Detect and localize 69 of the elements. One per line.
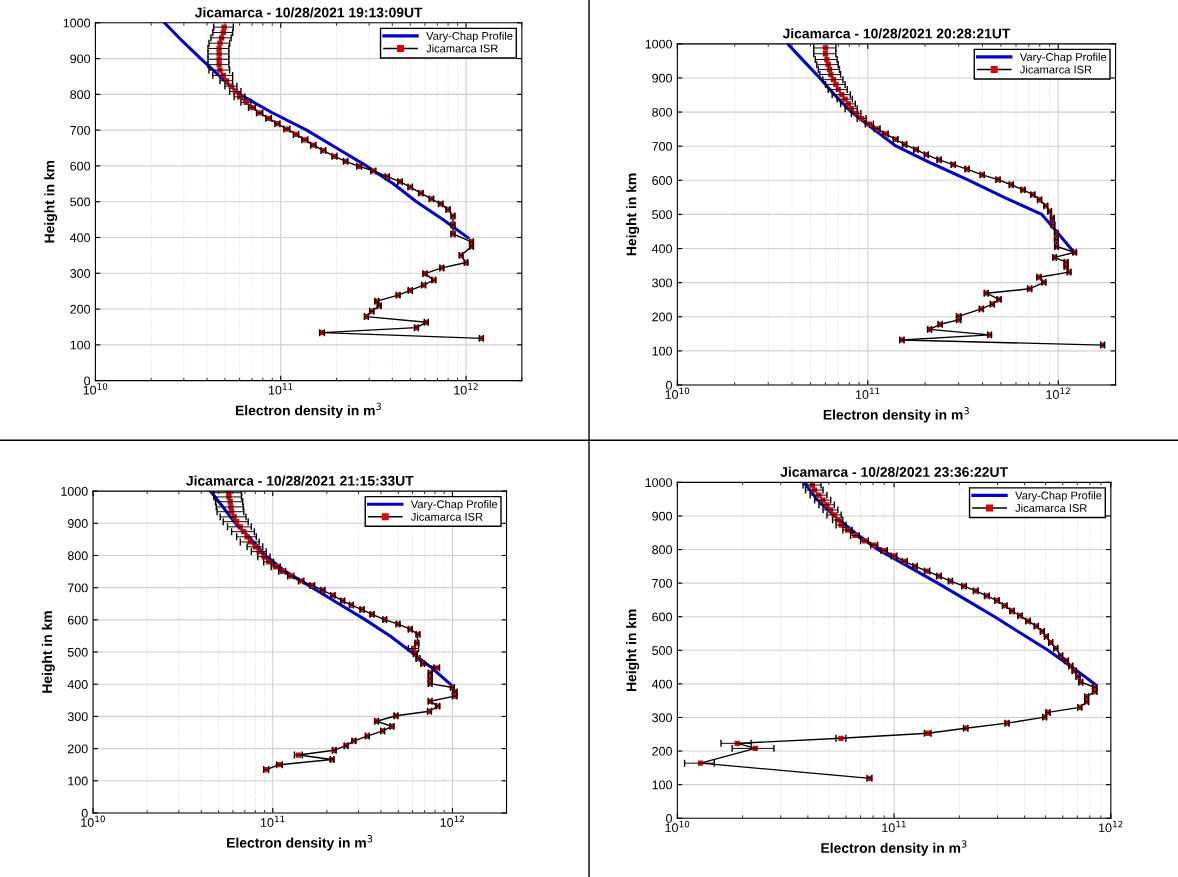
- x-tick-label: 10$^{12}$: [454, 383, 478, 395]
- y-tick-label: 900: [67, 519, 88, 528]
- x-axis-title: Electron density in m$^{3}$: [235, 402, 382, 419]
- y-tick-label: 400: [651, 244, 672, 254]
- y-tick-label: 500: [652, 210, 672, 220]
- y-tick-label: 700: [652, 578, 672, 588]
- y-tick-label: 100: [68, 776, 88, 786]
- y-tick-label: 200: [652, 746, 672, 756]
- y-tick-label: 600: [652, 176, 672, 185]
- y-tick-label: 1000: [645, 478, 672, 487]
- y-tick-label: 800: [652, 545, 672, 555]
- chart-title: Jicamarca - 10/28/2021 21:15:33UT: [186, 475, 414, 486]
- y-axis-title: Height in km: [626, 173, 640, 256]
- legend-label: Vary-Chap Profile: [1015, 491, 1102, 502]
- chart-title: Jicamarca - 10/28/2021 23:36:22UT: [780, 466, 1008, 478]
- x-tick-label: 10$^{12}$: [1046, 387, 1070, 399]
- y-axis-title: Height in km: [44, 160, 58, 243]
- y-tick-label: 600: [70, 161, 91, 171]
- y-tick-label: 900: [70, 54, 91, 64]
- y-tick-label: 300: [70, 269, 91, 278]
- chart-title: Jicamarca - 10/28/2021 19:13:09UT: [194, 7, 423, 18]
- y-tick-label: 300: [652, 278, 672, 288]
- y-tick-label: 100: [70, 340, 91, 350]
- x-tick-label: 10$^{12}$: [1099, 820, 1123, 833]
- y-tick-label: 900: [652, 511, 672, 521]
- y-tick-label: 300: [652, 713, 672, 723]
- x-tick-label: 10$^{11}$: [268, 383, 293, 395]
- y-tick-label: 900: [652, 73, 672, 83]
- legend-label: Jicamarca ISR: [1019, 65, 1092, 74]
- y-tick-label: 500: [67, 647, 88, 657]
- legend-label: Vary-Chap Profile: [1019, 52, 1107, 64]
- legend-label: Vary-Chap Profile: [410, 500, 498, 511]
- y-tick-label: 500: [70, 197, 91, 207]
- y-tick-label: 100: [652, 346, 672, 356]
- x-tick-label: 10$^{11}$: [856, 387, 880, 399]
- x-axis-title: Electron density in m$^{3}$: [823, 407, 969, 423]
- y-tick-label: 1000: [63, 18, 91, 28]
- y-tick-label: 100: [652, 780, 672, 790]
- y-tick-label: 600: [652, 612, 672, 622]
- chart-title: Jicamarca - 10/28/2021 20:28:21UT: [782, 28, 1011, 39]
- y-tick-label: 700: [67, 583, 88, 593]
- x-axis-title: Electron density in m$^{3}$: [821, 840, 967, 856]
- y-tick-label: 1000: [61, 486, 88, 496]
- x-tick-label: 10$^{11}$: [882, 820, 906, 833]
- y-tick-label: 1000: [645, 39, 672, 49]
- y-tick-label: 800: [67, 551, 88, 561]
- y-tick-label: 0: [84, 376, 91, 386]
- legend-label: Jicamarca ISR: [1015, 503, 1087, 512]
- y-axis-title: Height in km: [41, 611, 55, 693]
- y-tick-label: 400: [69, 233, 91, 243]
- x-tick-label: 10$^{11}$: [260, 815, 285, 827]
- legend-label: Vary-Chap Profile: [426, 31, 513, 43]
- legend-label: Jicamarca ISR: [426, 44, 498, 53]
- y-tick-label: 800: [70, 90, 91, 100]
- y-tick-label: 600: [67, 615, 88, 625]
- y-tick-label: 700: [652, 142, 672, 151]
- x-tick-label: 10$^{12}$: [440, 815, 464, 827]
- y-tick-label: 200: [652, 312, 672, 322]
- y-tick-label: 300: [67, 712, 88, 722]
- y-tick-label: 700: [70, 125, 91, 135]
- y-tick-label: 200: [70, 304, 91, 314]
- legend-label: Jicamarca ISR: [410, 512, 483, 521]
- y-tick-label: 400: [67, 680, 88, 689]
- y-tick-label: 800: [652, 107, 672, 117]
- y-axis-title: Height in km: [626, 609, 640, 692]
- y-tick-label: 200: [67, 744, 88, 754]
- y-tick-label: 400: [651, 679, 672, 689]
- x-axis-title: Electron density in m$^{3}$: [227, 835, 373, 851]
- y-tick-label: 500: [652, 646, 672, 655]
